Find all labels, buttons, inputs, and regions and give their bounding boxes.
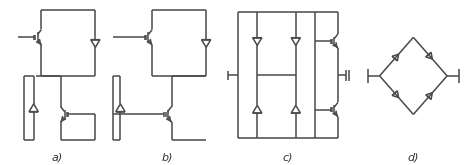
Text: b): b) xyxy=(162,153,173,163)
Text: c): c) xyxy=(283,153,293,163)
Text: a): a) xyxy=(51,153,63,163)
Text: d): d) xyxy=(408,153,419,163)
